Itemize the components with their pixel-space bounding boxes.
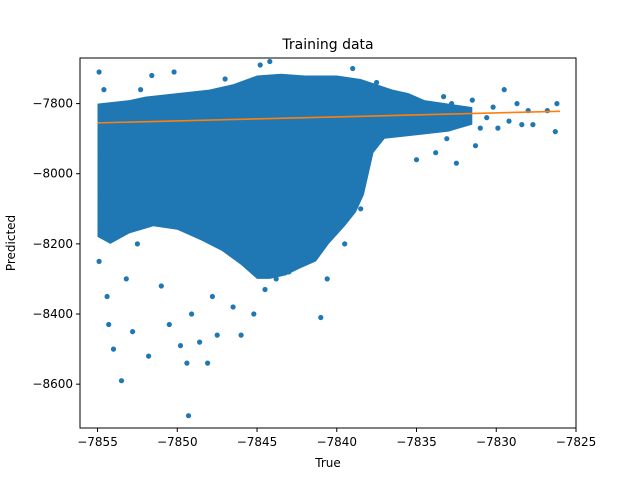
scatter-point	[299, 258, 305, 264]
scatter-point	[214, 332, 220, 338]
scatter-point	[490, 104, 496, 110]
scatter-point	[230, 304, 236, 310]
scatter-point	[530, 122, 536, 128]
x-tick-label: −7825	[556, 435, 597, 449]
scatter-point	[138, 87, 144, 93]
scatter-point	[101, 87, 107, 93]
point-density-cloud	[97, 73, 473, 279]
x-tick-label: −7840	[316, 435, 357, 449]
scatter-point	[374, 79, 380, 86]
scatter-point	[460, 122, 466, 128]
scatter-point	[366, 129, 372, 135]
scatter-point	[257, 62, 263, 68]
x-tick-label: −7845	[237, 435, 278, 449]
scatter-point	[238, 332, 244, 338]
scatter-point	[158, 283, 164, 289]
scatter-point	[506, 118, 512, 124]
plot-area-frame	[79, 57, 577, 429]
scatter-point	[123, 276, 129, 282]
scatter-point	[99, 188, 105, 194]
scatter-point	[166, 321, 172, 328]
scatter-point	[110, 346, 117, 352]
scatter-cloud-core	[97, 73, 473, 279]
fit-line-layer	[97, 110, 561, 124]
scatter-point	[495, 125, 501, 131]
scatter-point	[96, 258, 102, 264]
scatter-point	[149, 72, 155, 79]
scatter-point	[477, 125, 483, 131]
fit-line	[97, 110, 561, 124]
x-tick-label: −7835	[396, 435, 437, 449]
scatter-point	[449, 101, 455, 107]
x-tick-label: −7850	[157, 435, 198, 449]
y-tick-label: −8000	[32, 167, 73, 181]
scatter-point	[421, 101, 428, 107]
scatter-point	[134, 241, 140, 247]
y-tick-label: −8200	[32, 237, 73, 251]
scatter-point	[244, 241, 251, 247]
scatter-point	[184, 360, 190, 366]
scatter-point	[205, 360, 211, 366]
scatter-point	[444, 136, 450, 142]
chart-title: Training data	[281, 37, 373, 53]
scatter-point	[273, 276, 279, 282]
scatter-point	[209, 293, 215, 300]
scatter-point	[514, 101, 520, 107]
scatter-point	[331, 79, 337, 86]
scatter-point	[342, 241, 348, 247]
scatter-point	[130, 329, 136, 335]
scatter-point	[469, 97, 475, 103]
scatter-point	[96, 69, 102, 75]
scatter-point	[441, 94, 447, 100]
scatter-point	[405, 108, 412, 114]
scatter-point	[185, 413, 192, 419]
scatter-point	[358, 206, 364, 212]
scatter-point	[171, 69, 177, 75]
scatter-point	[350, 65, 356, 72]
scatter-point	[262, 286, 268, 293]
scatter-point	[267, 58, 273, 65]
scatter-point	[118, 378, 125, 384]
y-tick-label: −8600	[32, 377, 73, 391]
scatter-point	[318, 314, 324, 321]
y-axis: −8600 −8400 −8200 −8000 −7800	[32, 97, 80, 391]
scatter-point	[104, 293, 110, 300]
scatter-points	[96, 58, 560, 419]
scatter-point	[519, 122, 525, 128]
scatter-point	[197, 339, 203, 345]
x-axis-label: True	[314, 456, 341, 470]
scatter-point	[552, 129, 558, 135]
scatter-point	[106, 321, 112, 328]
x-tick-label: −7830	[476, 435, 517, 449]
y-tick-label: −7800	[32, 97, 73, 111]
scatter-point	[413, 157, 420, 163]
scatter-point	[146, 353, 152, 359]
scatter-point	[286, 269, 292, 275]
scatter-point	[177, 343, 184, 349]
scatter-point	[189, 311, 195, 317]
scatter-point	[98, 227, 104, 233]
scatter-point	[472, 143, 479, 149]
scatter-point	[554, 101, 560, 107]
scatter-point	[324, 276, 330, 282]
scatter-point	[222, 76, 228, 82]
scatter-point	[433, 150, 439, 156]
x-axis: −7855 −7850 −7845 −7840 −7835 −7830 −7825	[77, 428, 596, 449]
x-tick-label: −7855	[77, 435, 118, 449]
y-axis-label: Predicted	[4, 215, 18, 271]
scatter-point	[382, 132, 388, 138]
scatter-point	[251, 311, 257, 317]
scatter-point	[429, 118, 436, 124]
scatter-point	[501, 87, 507, 93]
scatter-point	[391, 94, 397, 100]
scatter-point	[484, 115, 490, 121]
scatter-point	[453, 160, 459, 166]
scatter-point	[102, 153, 109, 159]
y-tick-label: −8400	[32, 307, 73, 321]
